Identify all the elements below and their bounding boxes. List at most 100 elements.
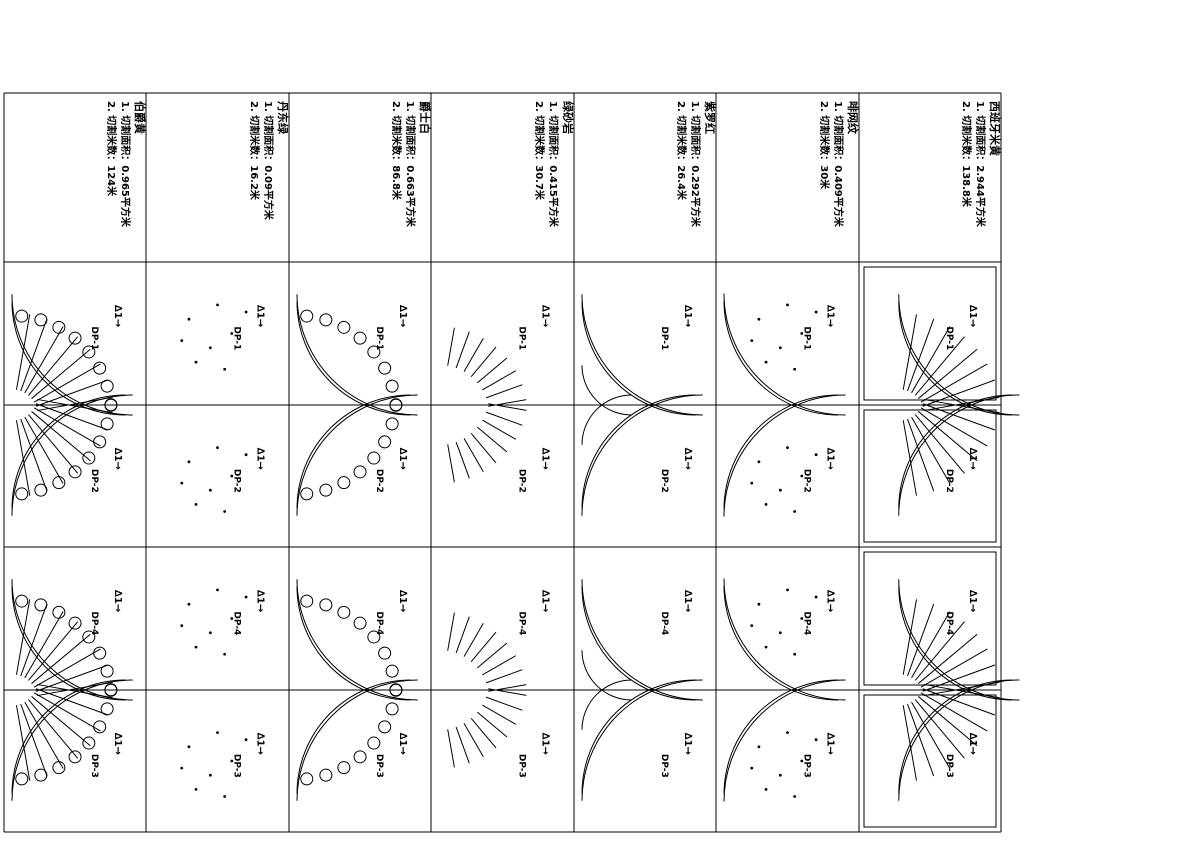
fan-medallion [82, 630, 96, 644]
fan-medallion [385, 664, 399, 678]
ray-segment [31, 348, 91, 399]
cut-fragment [750, 766, 754, 770]
fan-medallion [337, 320, 351, 334]
cut-fragment [814, 310, 818, 314]
outer-arc [296, 294, 418, 416]
cut-fragment [180, 766, 184, 770]
ray-segment [37, 396, 113, 412]
fan-medallion [319, 313, 333, 327]
cut-fragment [216, 446, 219, 449]
part-label: DP-3 [89, 754, 99, 778]
ray-segment [37, 681, 113, 697]
part-label: DP-1 [374, 326, 384, 350]
cut-fragment [757, 317, 761, 321]
part-label: DP-3 [232, 754, 242, 778]
cut-length-text: 2. 切割米数：26.4米 [675, 101, 688, 201]
material-name: 爵士白 [418, 101, 432, 134]
part-label: DP-4 [232, 611, 242, 635]
ray-segment [20, 603, 48, 677]
direction-label: ∆1→ [255, 590, 266, 612]
ray-segment [15, 705, 31, 781]
ray-segment [911, 611, 951, 679]
tile-frame [863, 694, 997, 828]
tile-drawing: DP-4 ∆1→ [11, 590, 133, 801]
fan-medallion [378, 361, 392, 375]
fan-medallion [353, 465, 367, 479]
direction-label: ∆1→ [397, 448, 408, 470]
ray-segment [911, 701, 951, 769]
ray-segment [470, 631, 497, 662]
fan-medallion [367, 451, 381, 465]
fan-medallion [104, 683, 118, 697]
cut-fragment [194, 360, 198, 364]
cut-fragment [814, 595, 818, 599]
cut-fragment [764, 360, 768, 364]
tile-frame [863, 551, 997, 686]
fan-medallion [353, 331, 367, 345]
cut-fragment [208, 346, 212, 350]
ray-segment [15, 420, 31, 496]
cut-length-text: 2. 切割米数：138.8米 [960, 101, 973, 208]
cut-area-text: 1. 切割面积：0.965平方米 [119, 101, 132, 228]
cut-fragment [764, 645, 768, 649]
cut-fragment [194, 503, 198, 506]
ray-segment [485, 411, 523, 426]
ray-segment [455, 616, 470, 654]
ray-segment [911, 326, 951, 394]
fan-medallion [378, 720, 392, 734]
ray-segment [907, 603, 935, 677]
cut-area-text: 1. 切割面积：2.944平方米 [974, 101, 987, 228]
direction-label: ∆1→ [682, 305, 693, 327]
cut-fragment [244, 738, 248, 742]
cut-fragment [814, 453, 818, 457]
ray-segment [907, 418, 935, 492]
material-name: 啡网纹 [846, 101, 860, 135]
ray-segment [482, 655, 517, 676]
ray-segment [477, 711, 508, 738]
ray-segment [922, 379, 996, 407]
ray-segment [485, 384, 523, 399]
ray-segment [922, 403, 996, 431]
ray-segment [28, 699, 79, 759]
tile-drawing: DP-3 ∆1→ [11, 579, 133, 778]
outer-arc [296, 679, 418, 801]
fan-medallion [93, 361, 107, 375]
cut-fragment [223, 367, 227, 371]
outer-arc [723, 578, 846, 701]
fan-medallion [100, 664, 114, 678]
tile-drawing: DP-3 ∆1→ [180, 731, 266, 798]
ray-segment [902, 420, 918, 496]
ray-segment [918, 633, 978, 684]
cut-fragment [757, 602, 761, 606]
direction-label: ∆1→ [825, 590, 836, 612]
cut-fragment [223, 652, 227, 656]
ray-segment [447, 327, 455, 366]
direction-label: ∆1→ [255, 448, 266, 470]
tile-drawing: DP-3 ∆1→ [581, 579, 703, 778]
cut-fragment [208, 488, 212, 492]
material-name: 紫罗红 [703, 101, 717, 134]
outer-arc [898, 579, 1020, 701]
ray-segment [455, 726, 470, 764]
fan-medallion [353, 750, 367, 764]
fan-medallion [353, 616, 367, 630]
fan-medallion [378, 646, 392, 660]
cut-fragment [786, 588, 789, 592]
part-label: DP-3 [659, 754, 669, 778]
tile-drawing: DP-1 ∆1→ [581, 305, 703, 516]
part-label: DP-1 [517, 326, 527, 350]
cut-fragment [187, 745, 191, 749]
direction-label: ∆1→ [967, 590, 978, 612]
fan-medallion [100, 379, 114, 393]
cut-fragment [223, 510, 227, 513]
cut-fragment [814, 738, 818, 742]
ray-segment [463, 438, 484, 473]
ray-segment [31, 633, 91, 684]
tile-drawing: DP-3 ∆1→ [723, 578, 846, 798]
part-label: DP-3 [374, 754, 384, 778]
cut-fragment [194, 788, 198, 791]
